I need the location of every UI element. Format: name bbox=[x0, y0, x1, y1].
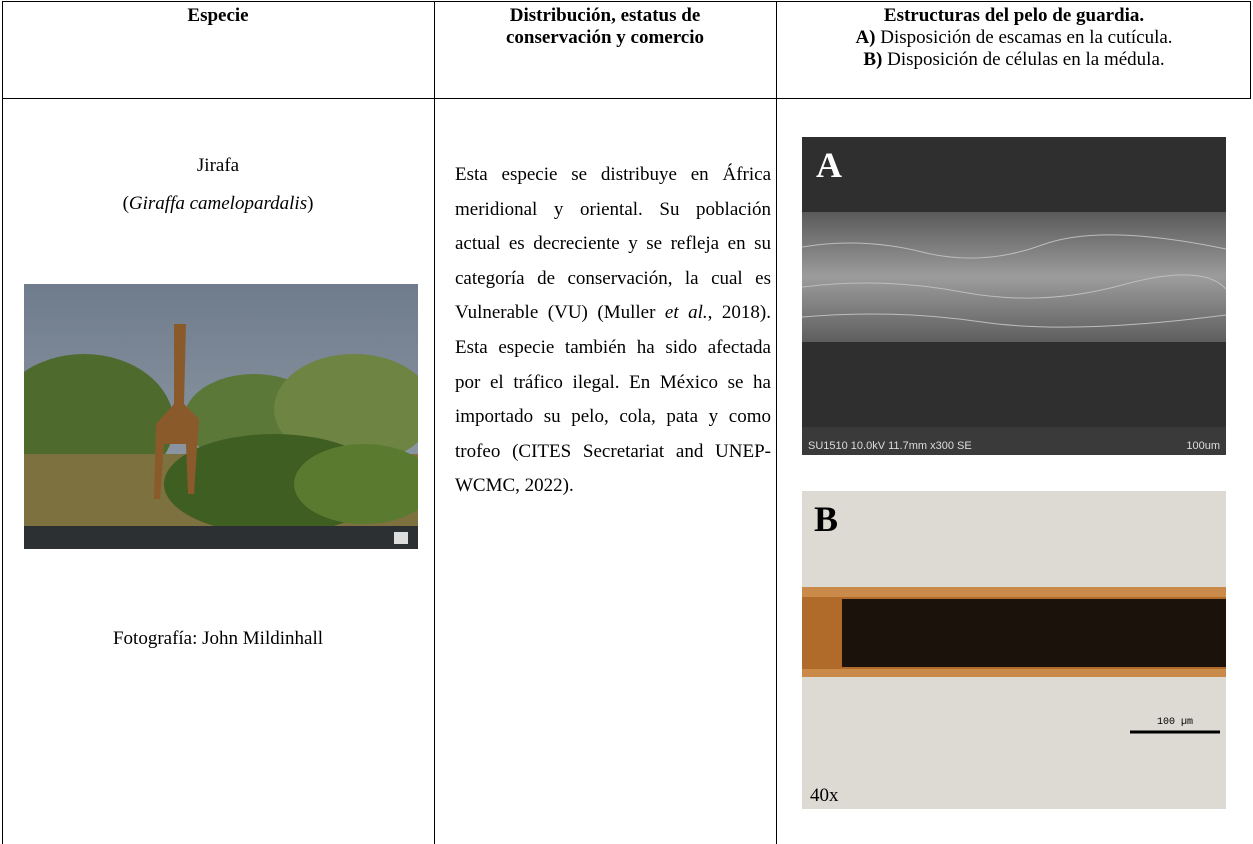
scale-label: 100um bbox=[1186, 440, 1220, 452]
header-cell: Especie bbox=[187, 5, 249, 26]
sem-caption: SU1510 10.0kV 11.7mm x300 SE bbox=[808, 440, 972, 452]
border bbox=[2, 98, 1251, 99]
paren: ) bbox=[307, 193, 314, 214]
magnification: 40x bbox=[810, 785, 839, 806]
header-line: B) Disposición de células en la médula. bbox=[777, 49, 1251, 71]
text: Esta especie se distribuye en África mer… bbox=[455, 164, 771, 324]
border bbox=[2, 1, 1251, 2]
distribution-text: Esta especie se distribuye en África mer… bbox=[455, 158, 771, 504]
header-cell: Distribución, estatus de conservación y … bbox=[505, 5, 705, 48]
paren: ( bbox=[122, 193, 129, 214]
border bbox=[434, 1, 435, 844]
giraffe-photo bbox=[24, 284, 418, 549]
text: , 2018). Esta especie también ha sido af… bbox=[455, 302, 772, 497]
label: B) bbox=[863, 49, 883, 70]
scientific-name: (Giraffa camelopardalis) bbox=[2, 193, 434, 215]
photo-credit: Fotografía: John Mildinhall bbox=[112, 628, 324, 649]
panel-letter: A bbox=[816, 145, 842, 185]
sem-image: A SU1510 10.0kV 11.7mm x300 SE 100um bbox=[802, 137, 1226, 455]
text: Disposición de escamas en la cutícula. bbox=[875, 27, 1173, 48]
panel-letter: B bbox=[814, 499, 838, 539]
label: A) bbox=[855, 27, 876, 48]
scale-label: 100 µm bbox=[1157, 717, 1193, 728]
border bbox=[1250, 1, 1251, 99]
border bbox=[2, 1, 3, 844]
header-title: Estructuras del pelo de guardia. bbox=[883, 5, 1145, 26]
header-line: A) Disposición de escamas en la cutícula… bbox=[777, 27, 1251, 49]
microscope-image: 100 µm B 40x bbox=[802, 491, 1226, 809]
header-cell: Estructuras del pelo de guardia. A) Disp… bbox=[777, 5, 1251, 71]
italic: Giraffa camelopardalis bbox=[128, 193, 308, 214]
italic: et al. bbox=[664, 302, 708, 324]
common-name: Jirafa bbox=[196, 155, 240, 176]
border bbox=[776, 1, 777, 844]
text: Disposición de células en la médula. bbox=[882, 49, 1165, 70]
